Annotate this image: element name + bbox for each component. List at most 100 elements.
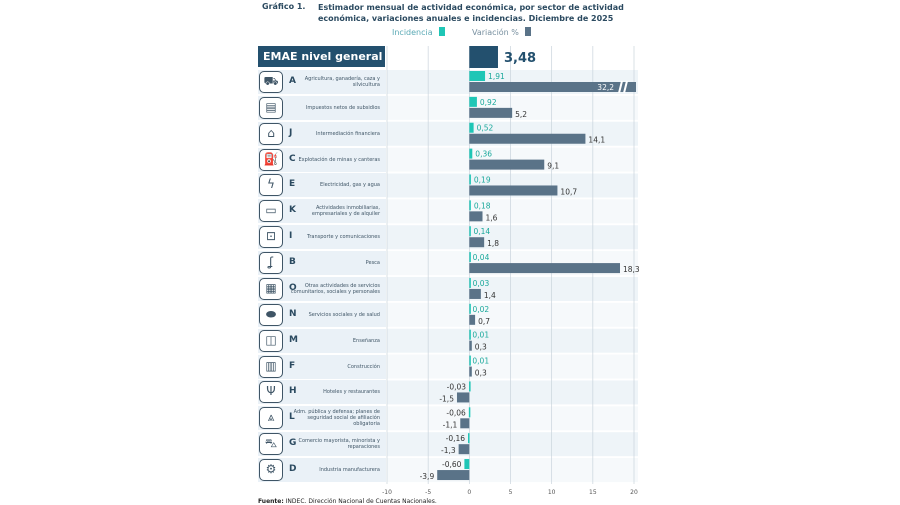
row-band	[387, 95, 638, 120]
capitol-icon: ⩓	[259, 407, 283, 430]
row-band	[387, 225, 638, 250]
monitor-key-icon: ▭	[259, 200, 283, 223]
category-row: ⛟ A Agricultura, ganadería, caza y silvi…	[258, 70, 386, 95]
variacion-label: -1,1	[443, 420, 458, 429]
cart-icon: ⛍	[259, 433, 283, 456]
x-tick-label: 0	[467, 489, 471, 496]
x-tick-label: 20	[630, 489, 638, 496]
category-label: Electricidad, gas y agua	[320, 182, 380, 189]
incidencia-label: -0,16	[446, 434, 466, 443]
category-code: F	[289, 360, 296, 371]
category-row: ʆ B Pesca	[258, 251, 386, 276]
bricks-icon: ▥	[259, 355, 283, 378]
tax-document-icon: ▤	[259, 96, 283, 119]
incidencia-bar	[469, 381, 471, 392]
incidencia-label: 0,03	[473, 279, 490, 288]
variacion-bar	[456, 392, 470, 403]
category-row: ⚙ D Industria manufacturera	[258, 458, 386, 483]
variacion-label: 0,3	[475, 369, 487, 378]
category-code: M	[289, 334, 298, 345]
general-bar	[469, 46, 498, 68]
variacion-label: 0,3	[475, 343, 487, 352]
incidencia-label: 0,01	[472, 357, 489, 366]
category-code: H	[289, 386, 297, 397]
variacion-bar	[469, 185, 558, 196]
category-code: O	[289, 282, 297, 293]
x-tick-label: 15	[589, 489, 597, 496]
variacion-bar	[469, 159, 545, 170]
legend-swatch	[438, 27, 445, 36]
incidencia-label: -0,06	[446, 408, 466, 417]
chart-title: Estimador mensual de actividad económica…	[318, 3, 624, 23]
legend-incidencia: Incidencia	[392, 27, 445, 37]
book-icon: ◫	[259, 329, 283, 352]
general-value: 3,48	[504, 51, 536, 66]
incidencia-bar	[469, 148, 473, 159]
row-band	[387, 432, 638, 457]
variacion-label: -3,9	[420, 472, 435, 481]
row-band	[387, 458, 638, 483]
variacion-bar	[469, 263, 621, 274]
category-code: G	[289, 438, 297, 449]
category-row: ▭ K Actividades inmobiliarias, empresari…	[258, 199, 386, 224]
category-label: Explotación de minas y canteras	[298, 156, 380, 163]
bank-icon: ⌂	[259, 122, 283, 145]
incidencia-bar	[468, 407, 471, 418]
category-label: Hoteles y restaurantes	[323, 389, 380, 396]
category-label: Enseñanza	[352, 337, 380, 344]
category-code: K	[289, 205, 296, 216]
incidencia-label: 0,04	[473, 253, 490, 262]
figure-number: Gráfico 1.	[262, 2, 306, 11]
category-row: ⛽ C Explotación de minas y canteras	[258, 147, 386, 173]
bus-icon: ⊡	[259, 226, 283, 249]
variacion-label: 5,2	[515, 110, 527, 119]
row-band	[387, 380, 638, 405]
x-tick-label: 10	[548, 489, 556, 496]
category-code: B	[289, 257, 296, 268]
fishhook-icon: ʆ	[259, 252, 283, 275]
variacion-label: 1,8	[487, 239, 499, 248]
category-row: ⬬ N Servicios sociales y de salud	[258, 302, 386, 328]
axis-break-mark	[623, 80, 628, 94]
incidencia-bar	[469, 303, 471, 314]
legend-label: Variación %	[472, 28, 519, 37]
gears-icon: ⚙	[259, 459, 283, 482]
incidencia-label: 1,91	[488, 72, 505, 81]
category-row: ▦ O Otras actividades de servicios comun…	[258, 276, 386, 302]
incidencia-label: 0,19	[474, 175, 491, 184]
incidencia-label: 0,92	[480, 98, 497, 107]
row-band	[387, 199, 638, 224]
row-band	[387, 276, 638, 301]
variacion-label: 1,4	[484, 291, 496, 300]
tractor-icon: ⛟	[259, 71, 283, 93]
source-text: INDEC. Dirección Nacional de Cuentas Nac…	[283, 498, 437, 505]
variacion-label: 0,7	[478, 317, 490, 326]
oil-pump-icon: ⛽	[259, 148, 283, 171]
category-code: E	[289, 179, 296, 190]
variacion-label: 18,3	[623, 265, 640, 274]
incidencia-label: 0,18	[474, 201, 491, 210]
legend-swatch	[524, 27, 531, 36]
category-row: ⊡ I Transporte y comunicaciones	[258, 225, 386, 250]
category-label: Comercio mayorista, minorista y reparaci…	[298, 438, 380, 451]
incidencia-bar	[469, 226, 471, 237]
category-label: Pesca	[365, 260, 380, 267]
incidencia-label: -0,03	[447, 382, 467, 391]
variacion-bar	[469, 133, 586, 144]
row-band	[387, 406, 638, 431]
variacion-label: 14,1	[588, 136, 605, 145]
incidencia-bar	[469, 252, 471, 263]
category-code: L	[289, 412, 295, 423]
incidencia-label: 0,36	[475, 150, 492, 159]
row-band	[387, 302, 638, 327]
incidencia-bar	[469, 355, 471, 366]
variacion-label: -1,3	[441, 446, 456, 455]
utilities-icon: ϟ	[259, 174, 283, 197]
incidencia-bar	[469, 71, 486, 81]
x-tick-label: 5	[509, 489, 513, 496]
incidencia-label: 0,02	[472, 305, 489, 314]
variacion-label: 10,7	[560, 187, 577, 196]
incidencia-label: 0,01	[472, 331, 489, 340]
x-tick-label: -5	[425, 489, 431, 496]
category-label: Servicios sociales y de salud	[308, 311, 380, 318]
